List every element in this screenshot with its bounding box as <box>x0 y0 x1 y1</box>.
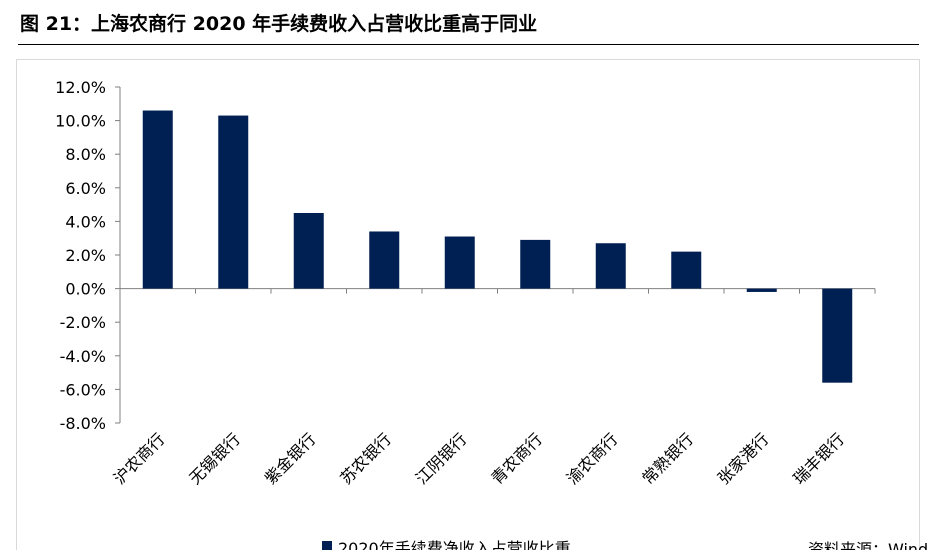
x-category-label: 江阴银行 <box>412 429 471 488</box>
x-category-label: 紫金银行 <box>261 429 320 488</box>
y-tick-label: 6.0% <box>65 179 106 198</box>
x-category-label: 常熟银行 <box>638 429 697 488</box>
bar <box>746 288 777 292</box>
bars <box>142 110 853 383</box>
x-category-label: 沪农商行 <box>110 429 169 488</box>
y-tick-label: -6.0% <box>60 380 106 399</box>
y-tick-label: -8.0% <box>60 414 106 433</box>
bar <box>520 239 551 289</box>
legend-swatch <box>322 541 332 550</box>
chart-frame <box>16 59 920 550</box>
bar <box>671 251 702 289</box>
title-divider <box>18 44 919 45</box>
y-tick-label: 12.0% <box>55 78 106 97</box>
y-tick-label: 2.0% <box>65 246 106 265</box>
y-tick-label: 10.0% <box>55 112 106 131</box>
x-category-label: 青农商行 <box>487 429 546 488</box>
x-category-label: 张家港行 <box>714 429 773 488</box>
y-tick-label: -4.0% <box>60 347 106 366</box>
source-note: 资料来源：Wind <box>808 540 929 550</box>
x-category-label: 无锡银行 <box>185 429 244 488</box>
legend: 2020年手续费净收入占营收比重 <box>322 539 571 550</box>
y-tick-label: 4.0% <box>65 212 106 231</box>
figure-title: 图 21：上海农商行 2020 年手续费收入占营收比重高于同业 <box>20 13 538 35</box>
bar <box>142 110 173 289</box>
bar <box>369 231 400 289</box>
y-tick-label: 8.0% <box>65 145 106 164</box>
legend-label: 2020年手续费净收入占营收比重 <box>338 539 571 550</box>
bar <box>293 213 324 289</box>
bar <box>595 243 626 289</box>
y-axis: 12.0% 10.0% 8.0% 6.0% 4.0% 2.0% 0.0% -2.0% -4.0%… <box>55 78 121 433</box>
x-category-label: 苏农银行 <box>336 429 395 488</box>
category-labels: 沪农商行 无锡银行 紫金银行 苏农银行 江阴银行 青农商行 渝农商行 常熟银行 张家港行 瑞丰银行 <box>110 429 848 488</box>
y-tick-label: -2.0% <box>60 313 106 332</box>
y-tick-label: 0.0% <box>65 280 106 299</box>
x-category-label: 瑞丰银行 <box>789 429 848 488</box>
bar <box>444 236 475 289</box>
x-category-label: 渝农商行 <box>563 429 622 488</box>
bar <box>218 115 249 289</box>
bar <box>822 288 853 383</box>
